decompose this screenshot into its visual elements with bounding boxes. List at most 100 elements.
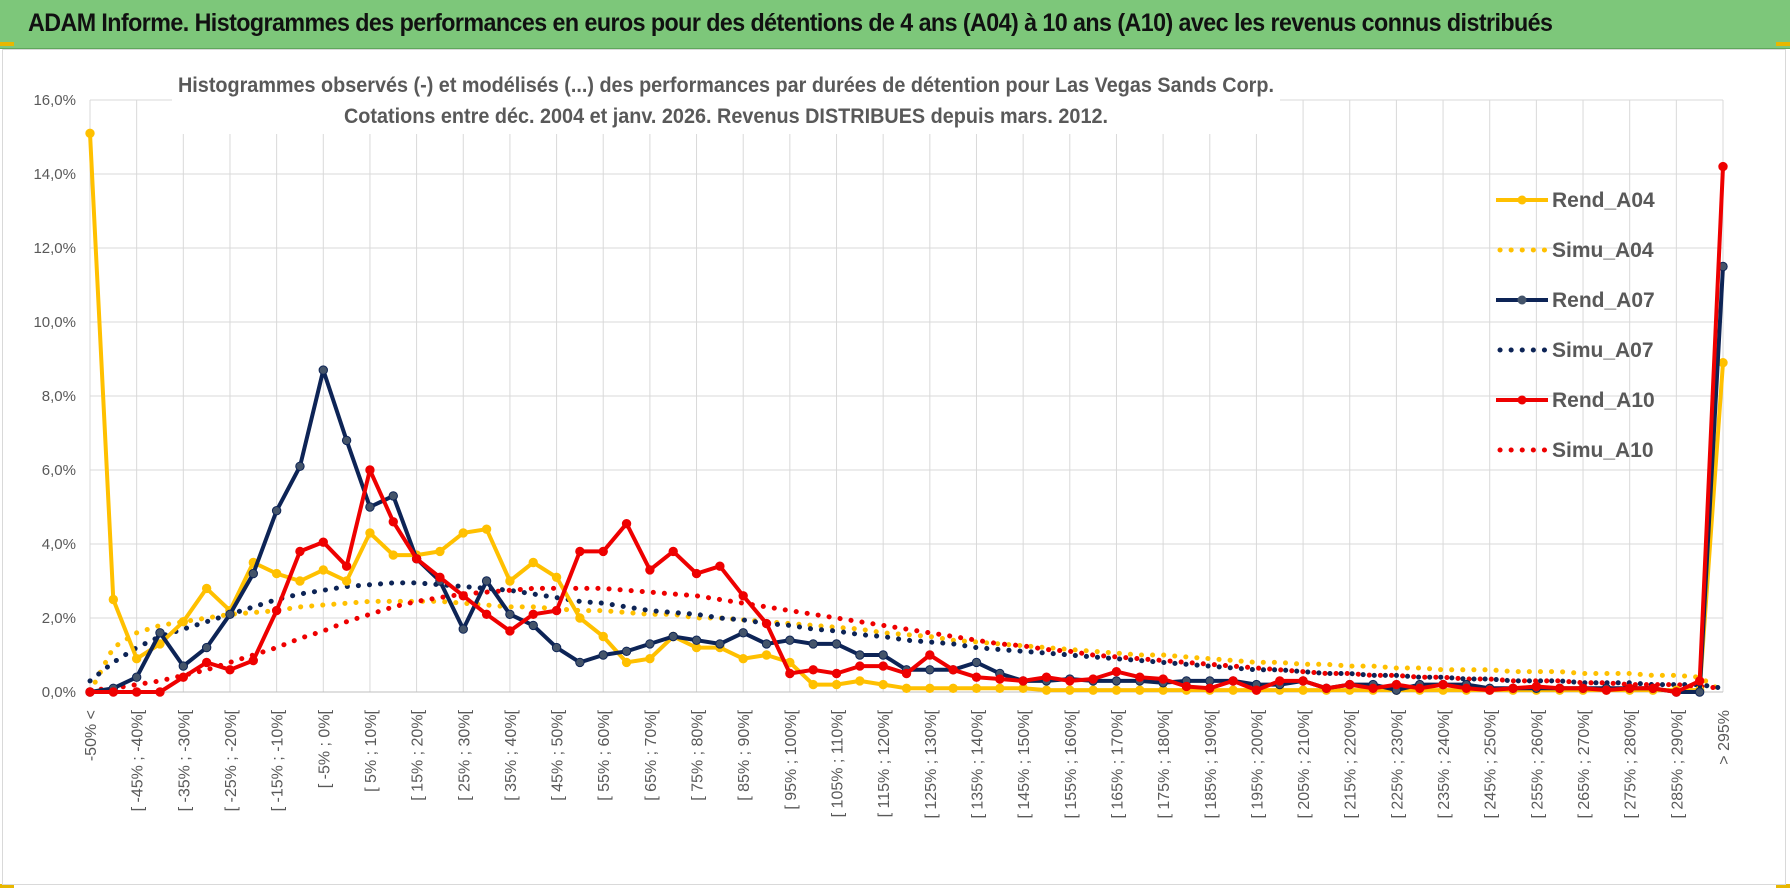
x-tick-label: [ 125% ; 130%[ — [923, 709, 940, 818]
report-title: ADAM Informe. Histogrammes des performan… — [28, 9, 1553, 37]
chart-frame — [2, 49, 1786, 885]
data-point — [1111, 676, 1122, 686]
data-point — [621, 646, 632, 656]
data-point — [995, 674, 1005, 684]
data-point — [365, 502, 375, 512]
x-tick-label: [ 35% ; 40%[ — [503, 709, 520, 800]
data-point — [248, 655, 259, 666]
data-point — [341, 561, 352, 571]
x-tick-label: [ 145% ; 150%[ — [1016, 709, 1033, 818]
data-point — [435, 572, 445, 582]
series-simu-a04 — [87, 598, 1726, 695]
data-point — [878, 679, 888, 690]
y-tick-label: 6,0% — [42, 462, 76, 479]
data-point — [715, 561, 725, 571]
x-tick-label: [ 95% ; 100%[ — [783, 709, 800, 809]
data-point — [598, 546, 608, 557]
data-point — [1251, 685, 1262, 695]
data-point — [178, 617, 189, 627]
x-tick-label: [ 135% ; 140%[ — [969, 709, 986, 818]
x-tick-label: [ 185% ; 190%[ — [1203, 709, 1220, 818]
data-point — [1298, 685, 1308, 695]
data-point — [785, 635, 795, 645]
data-point — [691, 568, 702, 579]
data-point — [1555, 683, 1565, 693]
x-tick-label: [ 85% ; 90%[ — [736, 709, 753, 800]
y-tick-label: 0,0% — [42, 684, 76, 701]
data-point — [131, 672, 142, 682]
y-axis: 0,0% 2,0% 4,0% 6,0% 8,0% 10,0% 12,0% 14,0% 16,0% — [33, 92, 76, 701]
corner-mark — [0, 884, 14, 888]
data-point — [248, 568, 259, 579]
x-tick-label: [ 105% ; 110%[ — [830, 709, 847, 817]
data-point — [761, 650, 772, 660]
data-point — [1065, 685, 1075, 695]
data-point — [831, 639, 842, 649]
data-point — [1018, 676, 1028, 686]
data-point — [318, 565, 328, 575]
data-point — [1718, 161, 1728, 172]
data-point — [365, 528, 375, 538]
report-banner: ADAM Informe. Histogrammes des performan… — [0, 0, 1790, 49]
data-point — [201, 583, 212, 594]
data-point — [1041, 672, 1052, 682]
data-point — [808, 679, 818, 690]
data-point — [668, 631, 678, 642]
data-point — [1158, 674, 1168, 684]
x-tick-label: [ -5% ; 0%[ — [316, 709, 333, 788]
legend-label: Rend_A04 — [1552, 189, 1655, 212]
data-point — [201, 642, 212, 653]
data-point — [388, 491, 398, 501]
data-point — [528, 609, 538, 619]
data-point — [1368, 683, 1378, 693]
data-point — [225, 665, 235, 675]
data-point — [925, 650, 935, 660]
data-point — [1694, 687, 1705, 697]
data-point — [645, 639, 655, 649]
x-tick-label: [ 155% ; 160%[ — [1063, 709, 1080, 818]
data-point — [341, 435, 352, 446]
x-tick-label: [ 25% ; 30%[ — [456, 709, 473, 800]
data-point — [1228, 685, 1238, 695]
data-point — [1111, 685, 1122, 695]
data-point — [971, 683, 982, 693]
data-point — [1321, 683, 1332, 693]
y-tick-label: 10,0% — [33, 314, 76, 331]
data-point — [948, 665, 958, 675]
legend-label: Simu_A04 — [1552, 239, 1654, 262]
series-line — [87, 598, 1726, 695]
data-point — [341, 576, 352, 586]
data-point — [1135, 672, 1145, 682]
data-point — [551, 605, 562, 616]
data-point — [178, 661, 189, 671]
x-tick-label: [ -35% ; -30%[ — [176, 709, 193, 811]
data-point — [1508, 683, 1518, 693]
data-point — [225, 609, 235, 619]
data-point — [621, 518, 632, 529]
title-backdrop — [172, 64, 1280, 134]
data-point — [1461, 683, 1472, 693]
data-point — [388, 517, 398, 527]
data-point — [155, 628, 165, 638]
data-point — [458, 591, 468, 601]
data-point — [1275, 676, 1285, 686]
data-point — [318, 365, 328, 375]
data-point — [271, 506, 282, 516]
data-point — [971, 672, 982, 682]
data-point — [878, 650, 888, 660]
data-point — [668, 546, 678, 557]
corner-mark — [1776, 42, 1790, 46]
x-tick-label: -50% < — [83, 710, 100, 761]
legend-marker — [1517, 295, 1527, 305]
data-point — [831, 679, 842, 690]
x-tick-label: [ 45% ; 50%[ — [550, 709, 567, 800]
data-point — [855, 650, 865, 660]
data-point — [925, 683, 935, 693]
y-tick-label: 4,0% — [42, 536, 76, 553]
data-point — [1578, 683, 1588, 693]
data-point — [505, 609, 515, 619]
data-point — [971, 657, 982, 668]
data-point — [575, 546, 585, 557]
data-point — [1135, 685, 1145, 695]
x-tick-label: [ 255% ; 260%[ — [1529, 709, 1546, 818]
